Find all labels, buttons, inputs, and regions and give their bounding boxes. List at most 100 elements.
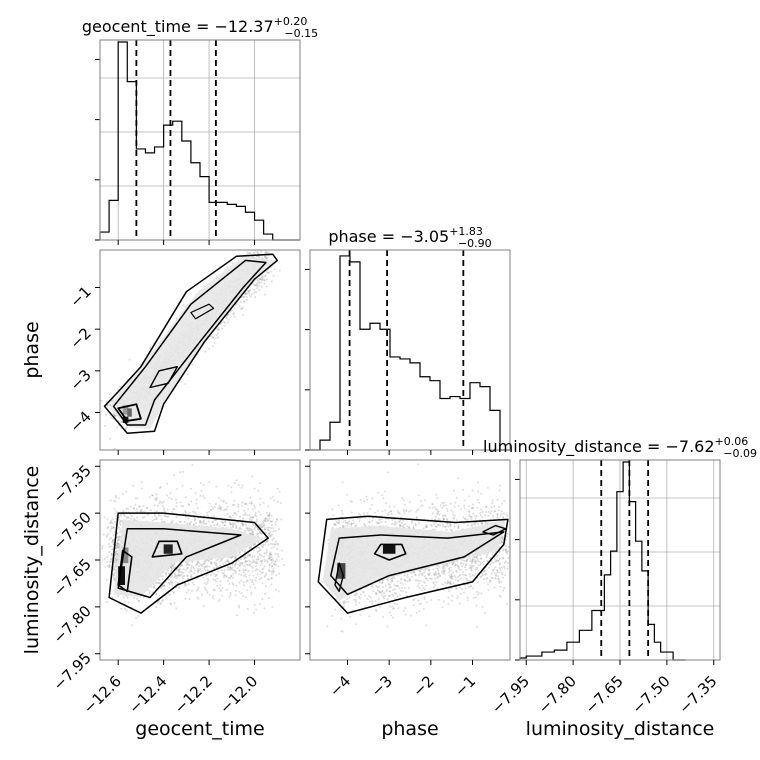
- scatter-point: [108, 545, 111, 548]
- scatter-point: [271, 543, 274, 546]
- scatter-point: [172, 564, 175, 567]
- scatter-point: [117, 424, 120, 427]
- scatter-point: [187, 513, 190, 516]
- scatter-point: [260, 562, 263, 564]
- scatter-point: [159, 587, 162, 590]
- scatter-point: [264, 536, 267, 539]
- scatter-point: [334, 608, 337, 611]
- scatter-point: [237, 554, 240, 557]
- scatter-point: [196, 570, 199, 572]
- scatter-point: [114, 414, 116, 417]
- scatter-point: [251, 554, 254, 557]
- scatter-point: [258, 256, 261, 259]
- scatter-point: [265, 285, 268, 288]
- scatter-point: [241, 563, 244, 565]
- scatter-point: [222, 572, 225, 575]
- scatter-point: [223, 574, 226, 577]
- scatter-point: [246, 527, 249, 530]
- scatter-point: [228, 516, 231, 519]
- scatter-point: [117, 536, 120, 539]
- scatter-point: [163, 588, 166, 591]
- scatter-point: [215, 565, 218, 568]
- scatter-point: [257, 280, 260, 283]
- scatter-point: [126, 596, 129, 599]
- scatter-point: [112, 568, 115, 571]
- scatter-point: [270, 573, 273, 576]
- scatter-point: [269, 535, 272, 538]
- scatter-point: [235, 526, 238, 529]
- scatter-point: [260, 276, 263, 279]
- scatter-point: [223, 321, 225, 324]
- scatter-point: [258, 530, 261, 533]
- scatter-point: [113, 565, 115, 568]
- scatter-point: [117, 539, 120, 542]
- scatter-point: [113, 558, 116, 561]
- scatter-point: [281, 557, 283, 560]
- scatter-point: [161, 520, 164, 523]
- scatter-point: [121, 493, 124, 496]
- scatter-point: [258, 549, 261, 552]
- scatter-point: [241, 504, 243, 507]
- scatter-point: [269, 559, 272, 561]
- scatter-point: [241, 523, 244, 526]
- scatter-point: [153, 518, 156, 521]
- scatter-point: [133, 597, 136, 599]
- scatter-point: [114, 553, 117, 556]
- scatter-point: [109, 499, 112, 502]
- scatter-point: [260, 281, 263, 284]
- scatter-point: [248, 563, 251, 566]
- scatter-point: [268, 569, 271, 572]
- scatter-point: [496, 555, 499, 558]
- scatter-point: [264, 256, 267, 258]
- scatter-point: [231, 563, 234, 566]
- scatter-point: [260, 250, 263, 253]
- scatter-point: [257, 558, 260, 561]
- scatter-point: [174, 498, 177, 501]
- scatter-point: [184, 496, 187, 499]
- scatter-point: [234, 562, 237, 565]
- scatter-point: [190, 567, 193, 569]
- scatter-point: [229, 566, 232, 569]
- scatter-point: [109, 404, 111, 407]
- scatter-point: [224, 520, 227, 523]
- scatter-point: [248, 291, 251, 294]
- scatter-point: [156, 510, 158, 512]
- scatter-point: [251, 531, 254, 533]
- scatter-point: [188, 571, 191, 574]
- scatter-point: [114, 557, 116, 560]
- scatter-point: [253, 544, 255, 547]
- scatter-point: [161, 578, 164, 580]
- scatter-point: [175, 577, 178, 580]
- scatter-point: [237, 559, 240, 562]
- scatter-point: [188, 598, 191, 600]
- scatter-point: [267, 272, 270, 274]
- scatter-point: [254, 506, 256, 509]
- scatter-point: [112, 568, 115, 571]
- scatter-point: [116, 540, 119, 542]
- scatter-point: [158, 514, 160, 517]
- scatter-point: [155, 499, 158, 502]
- scatter-point: [167, 578, 170, 581]
- scatter-point: [243, 584, 245, 587]
- scatter-point: [277, 590, 280, 593]
- scatter-point: [263, 552, 266, 554]
- scatter-point: [267, 526, 270, 529]
- scatter-point: [209, 508, 212, 511]
- scatter-point: [266, 539, 269, 542]
- scatter-point: [118, 520, 121, 523]
- scatter-point: [442, 505, 445, 508]
- scatter-point: [164, 572, 167, 575]
- scatter-point: [124, 600, 126, 603]
- scatter-point: [225, 559, 228, 562]
- scatter-point: [159, 603, 162, 605]
- scatter-point: [398, 520, 400, 523]
- scatter-point: [171, 565, 174, 567]
- scatter-point: [224, 561, 227, 563]
- scatter-point: [106, 561, 109, 563]
- scatter-point: [379, 580, 381, 583]
- scatter-point: [186, 567, 188, 570]
- scatter-point: [242, 594, 244, 597]
- scatter-point: [260, 285, 263, 288]
- scatter-point: [491, 553, 494, 556]
- scatter-point: [185, 584, 188, 587]
